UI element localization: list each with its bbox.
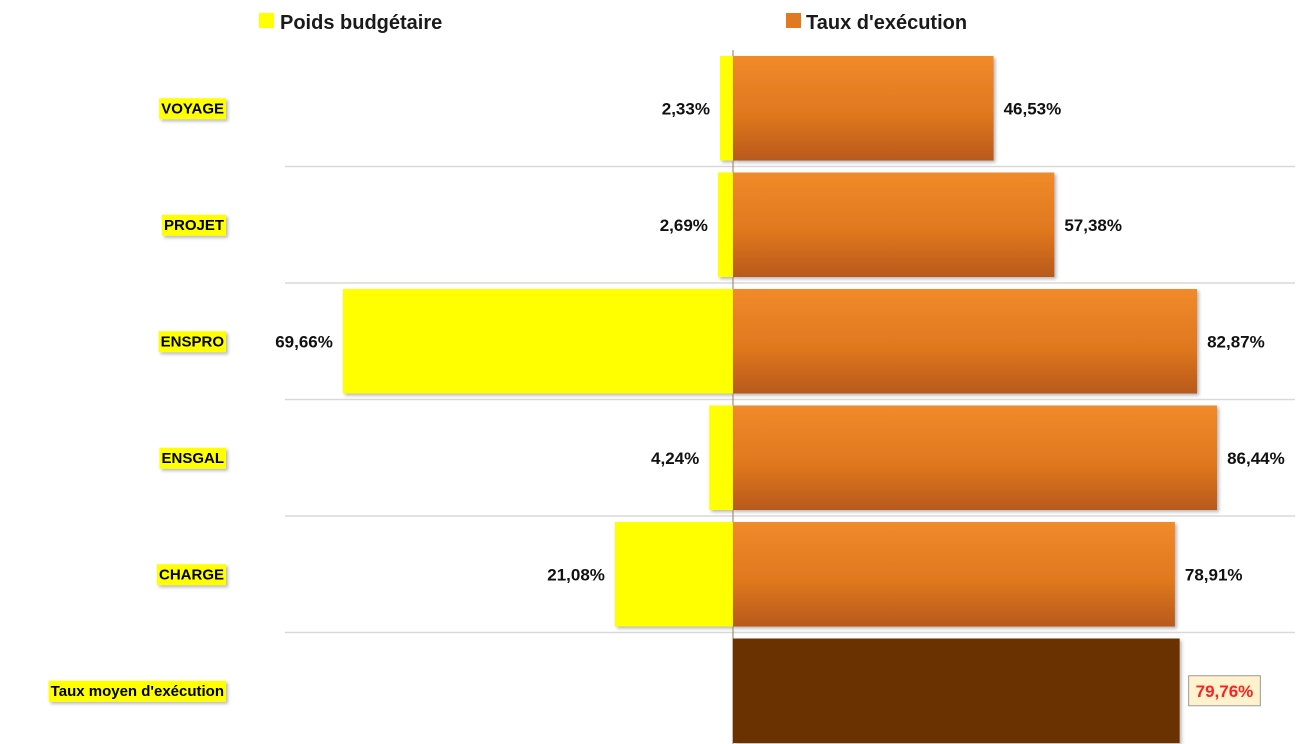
bar-taux-execution (733, 56, 994, 161)
category-label-highlight (159, 447, 226, 469)
data-label-taux-moyen: 79,76% (1196, 682, 1254, 701)
bar-taux-execution (733, 522, 1175, 627)
bar-taux-moyen (733, 638, 1180, 743)
bar-poids-budgetaire (717, 172, 733, 277)
category-label-highlight (158, 331, 226, 353)
labels-layer: 2,33% 46,53% VOYAGE 2,69% 57,38% PROJET 69,66%… (48, 98, 1285, 707)
bars-layer (342, 56, 1218, 743)
data-label-taux: 78,91% (1185, 565, 1243, 584)
data-label-poids: 2,33% (662, 99, 710, 118)
category-label-highlight (159, 98, 226, 120)
bar-poids-budgetaire (709, 405, 733, 510)
bar-taux-execution (733, 289, 1198, 394)
data-label-poids: 69,66% (275, 332, 333, 351)
data-label-poids: 21,08% (547, 565, 605, 584)
bar-poids-budgetaire (719, 56, 733, 161)
category-label: ENSPRO (161, 333, 225, 350)
data-label-taux: 57,38% (1064, 216, 1122, 235)
data-label-taux: 86,44% (1227, 449, 1285, 468)
category-label: ENSGAL (161, 450, 224, 467)
legend-swatch (786, 13, 801, 28)
chart-legend: Poids budgétaire Taux d'exécution (259, 12, 967, 34)
bar-poids-budgetaire (342, 289, 733, 394)
data-label-taux: 82,87% (1207, 332, 1265, 351)
bar-poids-budgetaire (614, 522, 733, 627)
category-label-highlight (161, 214, 226, 236)
legend-label: Taux d'exécution (806, 12, 967, 34)
category-label: PROJET (164, 217, 224, 234)
bar-taux-execution (733, 172, 1055, 277)
category-label: VOYAGE (161, 100, 224, 117)
category-label: Taux moyen d'exécution (51, 683, 224, 700)
gridlines (285, 50, 1295, 744)
data-label-poids: 4,24% (651, 449, 699, 468)
bar-taux-execution (733, 405, 1218, 510)
data-label-taux: 46,53% (1004, 99, 1062, 118)
average-value-box (1188, 675, 1261, 707)
legend-swatch (259, 13, 274, 28)
data-label-poids: 2,69% (660, 216, 708, 235)
legend-label: Poids budgétaire (280, 12, 442, 34)
category-label: CHARGE (159, 566, 224, 583)
category-label-highlight (48, 680, 226, 702)
category-label-highlight (156, 564, 226, 586)
